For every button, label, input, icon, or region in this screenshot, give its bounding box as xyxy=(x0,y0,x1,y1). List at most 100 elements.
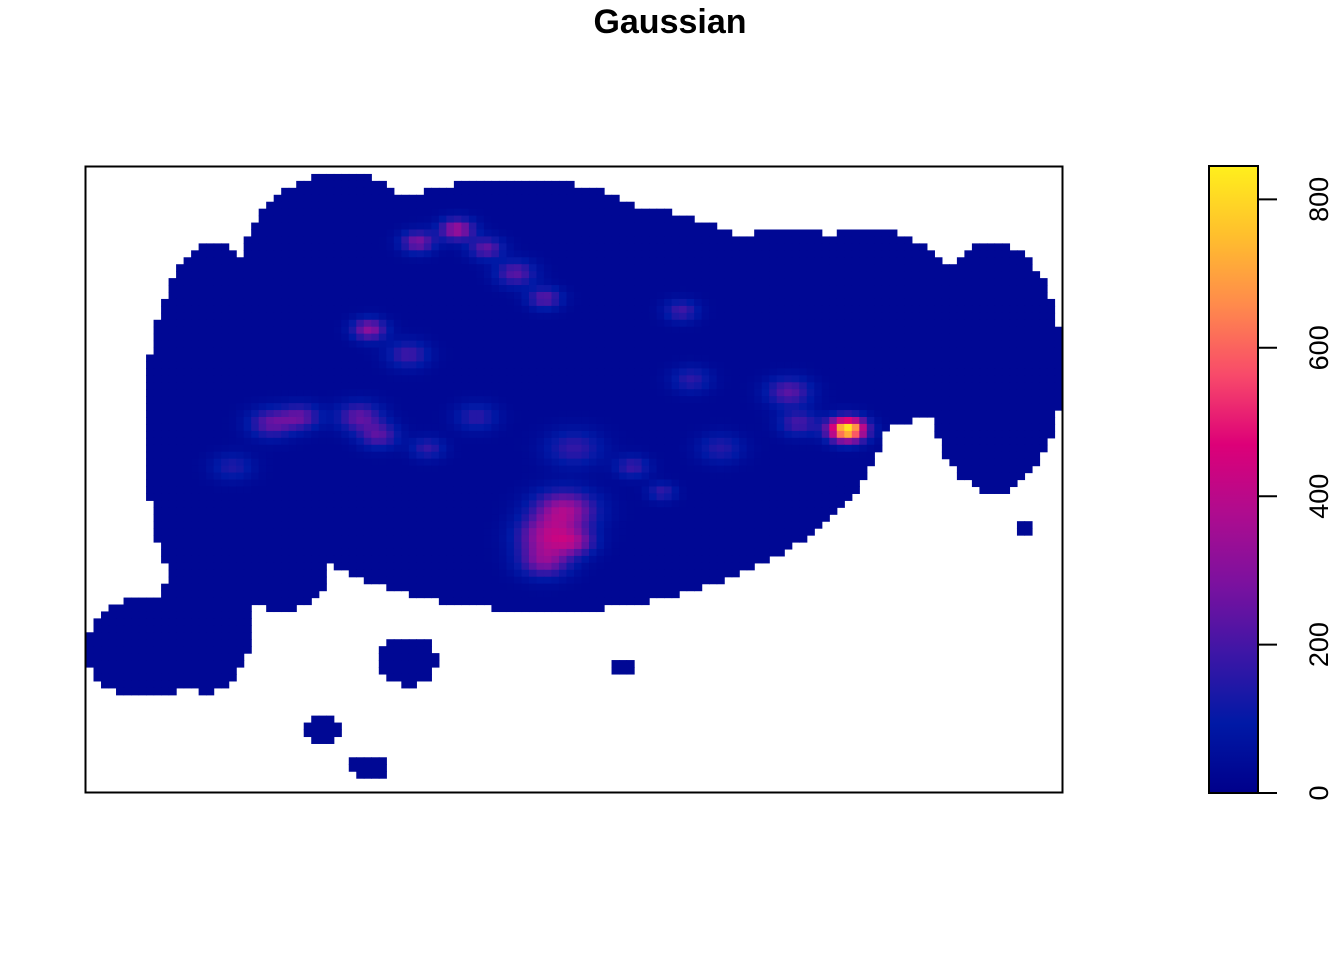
raster-cell xyxy=(611,396,620,404)
raster-cell xyxy=(596,500,605,508)
raster-cell xyxy=(446,305,455,314)
raster-cell xyxy=(348,389,357,397)
raster-cell xyxy=(971,389,981,397)
raster-cell xyxy=(581,389,590,397)
raster-cell xyxy=(153,437,162,446)
raster-cell xyxy=(769,403,778,411)
raster-cell xyxy=(589,396,598,404)
raster-cell xyxy=(483,208,493,217)
raster-cell xyxy=(206,444,215,453)
raster-cell xyxy=(701,403,710,411)
raster-cell xyxy=(799,264,808,272)
raster-cell xyxy=(1039,444,1048,453)
raster-cell xyxy=(318,243,327,251)
raster-cell xyxy=(986,375,996,383)
raster-cell xyxy=(371,479,380,488)
raster-cell xyxy=(153,430,162,439)
raster-cell xyxy=(551,396,560,404)
raster-cell xyxy=(1009,430,1018,439)
raster-cell xyxy=(521,264,530,272)
raster-cell xyxy=(228,500,237,508)
raster-cell xyxy=(634,319,643,328)
raster-cell xyxy=(926,403,935,411)
raster-cell xyxy=(146,486,155,494)
raster-cell xyxy=(461,458,470,467)
raster-cell xyxy=(536,493,545,501)
raster-cell xyxy=(326,257,335,265)
raster-cell xyxy=(536,271,545,279)
raster-cell xyxy=(754,271,763,279)
raster-cell xyxy=(468,514,477,522)
raster-cell xyxy=(656,243,665,251)
raster-cell xyxy=(378,451,387,460)
raster-cell xyxy=(791,326,800,335)
raster-cell xyxy=(446,264,455,272)
raster-cell xyxy=(889,305,898,314)
raster-cell xyxy=(431,417,440,425)
raster-cell xyxy=(671,271,680,279)
raster-cell xyxy=(311,430,320,439)
raster-cell xyxy=(536,187,545,196)
raster-cell xyxy=(821,458,830,467)
raster-cell xyxy=(671,243,680,251)
raster-cell xyxy=(919,396,928,404)
raster-cell xyxy=(528,389,538,397)
raster-cell xyxy=(799,312,808,321)
raster-cell xyxy=(446,340,455,349)
raster-cell xyxy=(836,340,845,349)
raster-cell xyxy=(694,396,703,404)
raster-cell xyxy=(363,333,372,342)
raster-cell xyxy=(378,250,387,258)
raster-cell xyxy=(1001,375,1011,383)
raster-cell xyxy=(453,347,462,356)
raster-cell xyxy=(198,403,207,411)
raster-cell xyxy=(363,194,372,203)
raster-cell xyxy=(446,347,455,356)
raster-cell xyxy=(318,326,327,335)
raster-cell xyxy=(994,257,1003,265)
raster-cell xyxy=(281,430,290,439)
raster-cell xyxy=(686,486,695,494)
raster-cell xyxy=(1039,326,1048,335)
raster-cell xyxy=(986,340,996,349)
raster-cell xyxy=(679,236,688,244)
raster-cell xyxy=(791,423,800,432)
raster-cell xyxy=(303,326,312,335)
raster-cell xyxy=(949,382,958,390)
raster-cell xyxy=(438,333,447,342)
raster-cell xyxy=(746,305,755,314)
raster-cell xyxy=(724,382,733,390)
raster-cell xyxy=(1001,444,1011,453)
raster-cell xyxy=(994,361,1003,369)
raster-cell xyxy=(589,347,598,356)
raster-cell xyxy=(581,451,590,460)
raster-cell xyxy=(558,340,568,349)
raster-cell xyxy=(739,417,748,425)
raster-cell xyxy=(904,243,913,251)
raster-cell xyxy=(206,326,215,335)
raster-cell xyxy=(311,382,320,390)
raster-cell xyxy=(881,417,890,425)
raster-cell xyxy=(446,208,455,217)
raster-cell xyxy=(641,368,650,376)
raster-cell xyxy=(791,271,800,279)
raster-cell xyxy=(521,208,530,217)
raster-cell xyxy=(461,500,470,508)
raster-cell xyxy=(844,236,853,244)
raster-cell xyxy=(641,333,650,342)
raster-cell xyxy=(986,271,996,279)
raster-cell xyxy=(461,479,470,488)
raster-cell xyxy=(446,333,455,342)
raster-cell xyxy=(596,278,605,286)
raster-cell xyxy=(551,417,560,425)
raster-cell xyxy=(206,417,215,425)
raster-cell xyxy=(971,312,981,321)
raster-cell xyxy=(461,271,470,279)
raster-cell xyxy=(176,507,185,515)
raster-cell xyxy=(236,312,245,321)
raster-cell xyxy=(423,243,432,251)
raster-cell xyxy=(994,451,1003,460)
raster-cell xyxy=(724,417,733,425)
raster-cell xyxy=(378,430,387,439)
raster-cell xyxy=(551,187,560,196)
